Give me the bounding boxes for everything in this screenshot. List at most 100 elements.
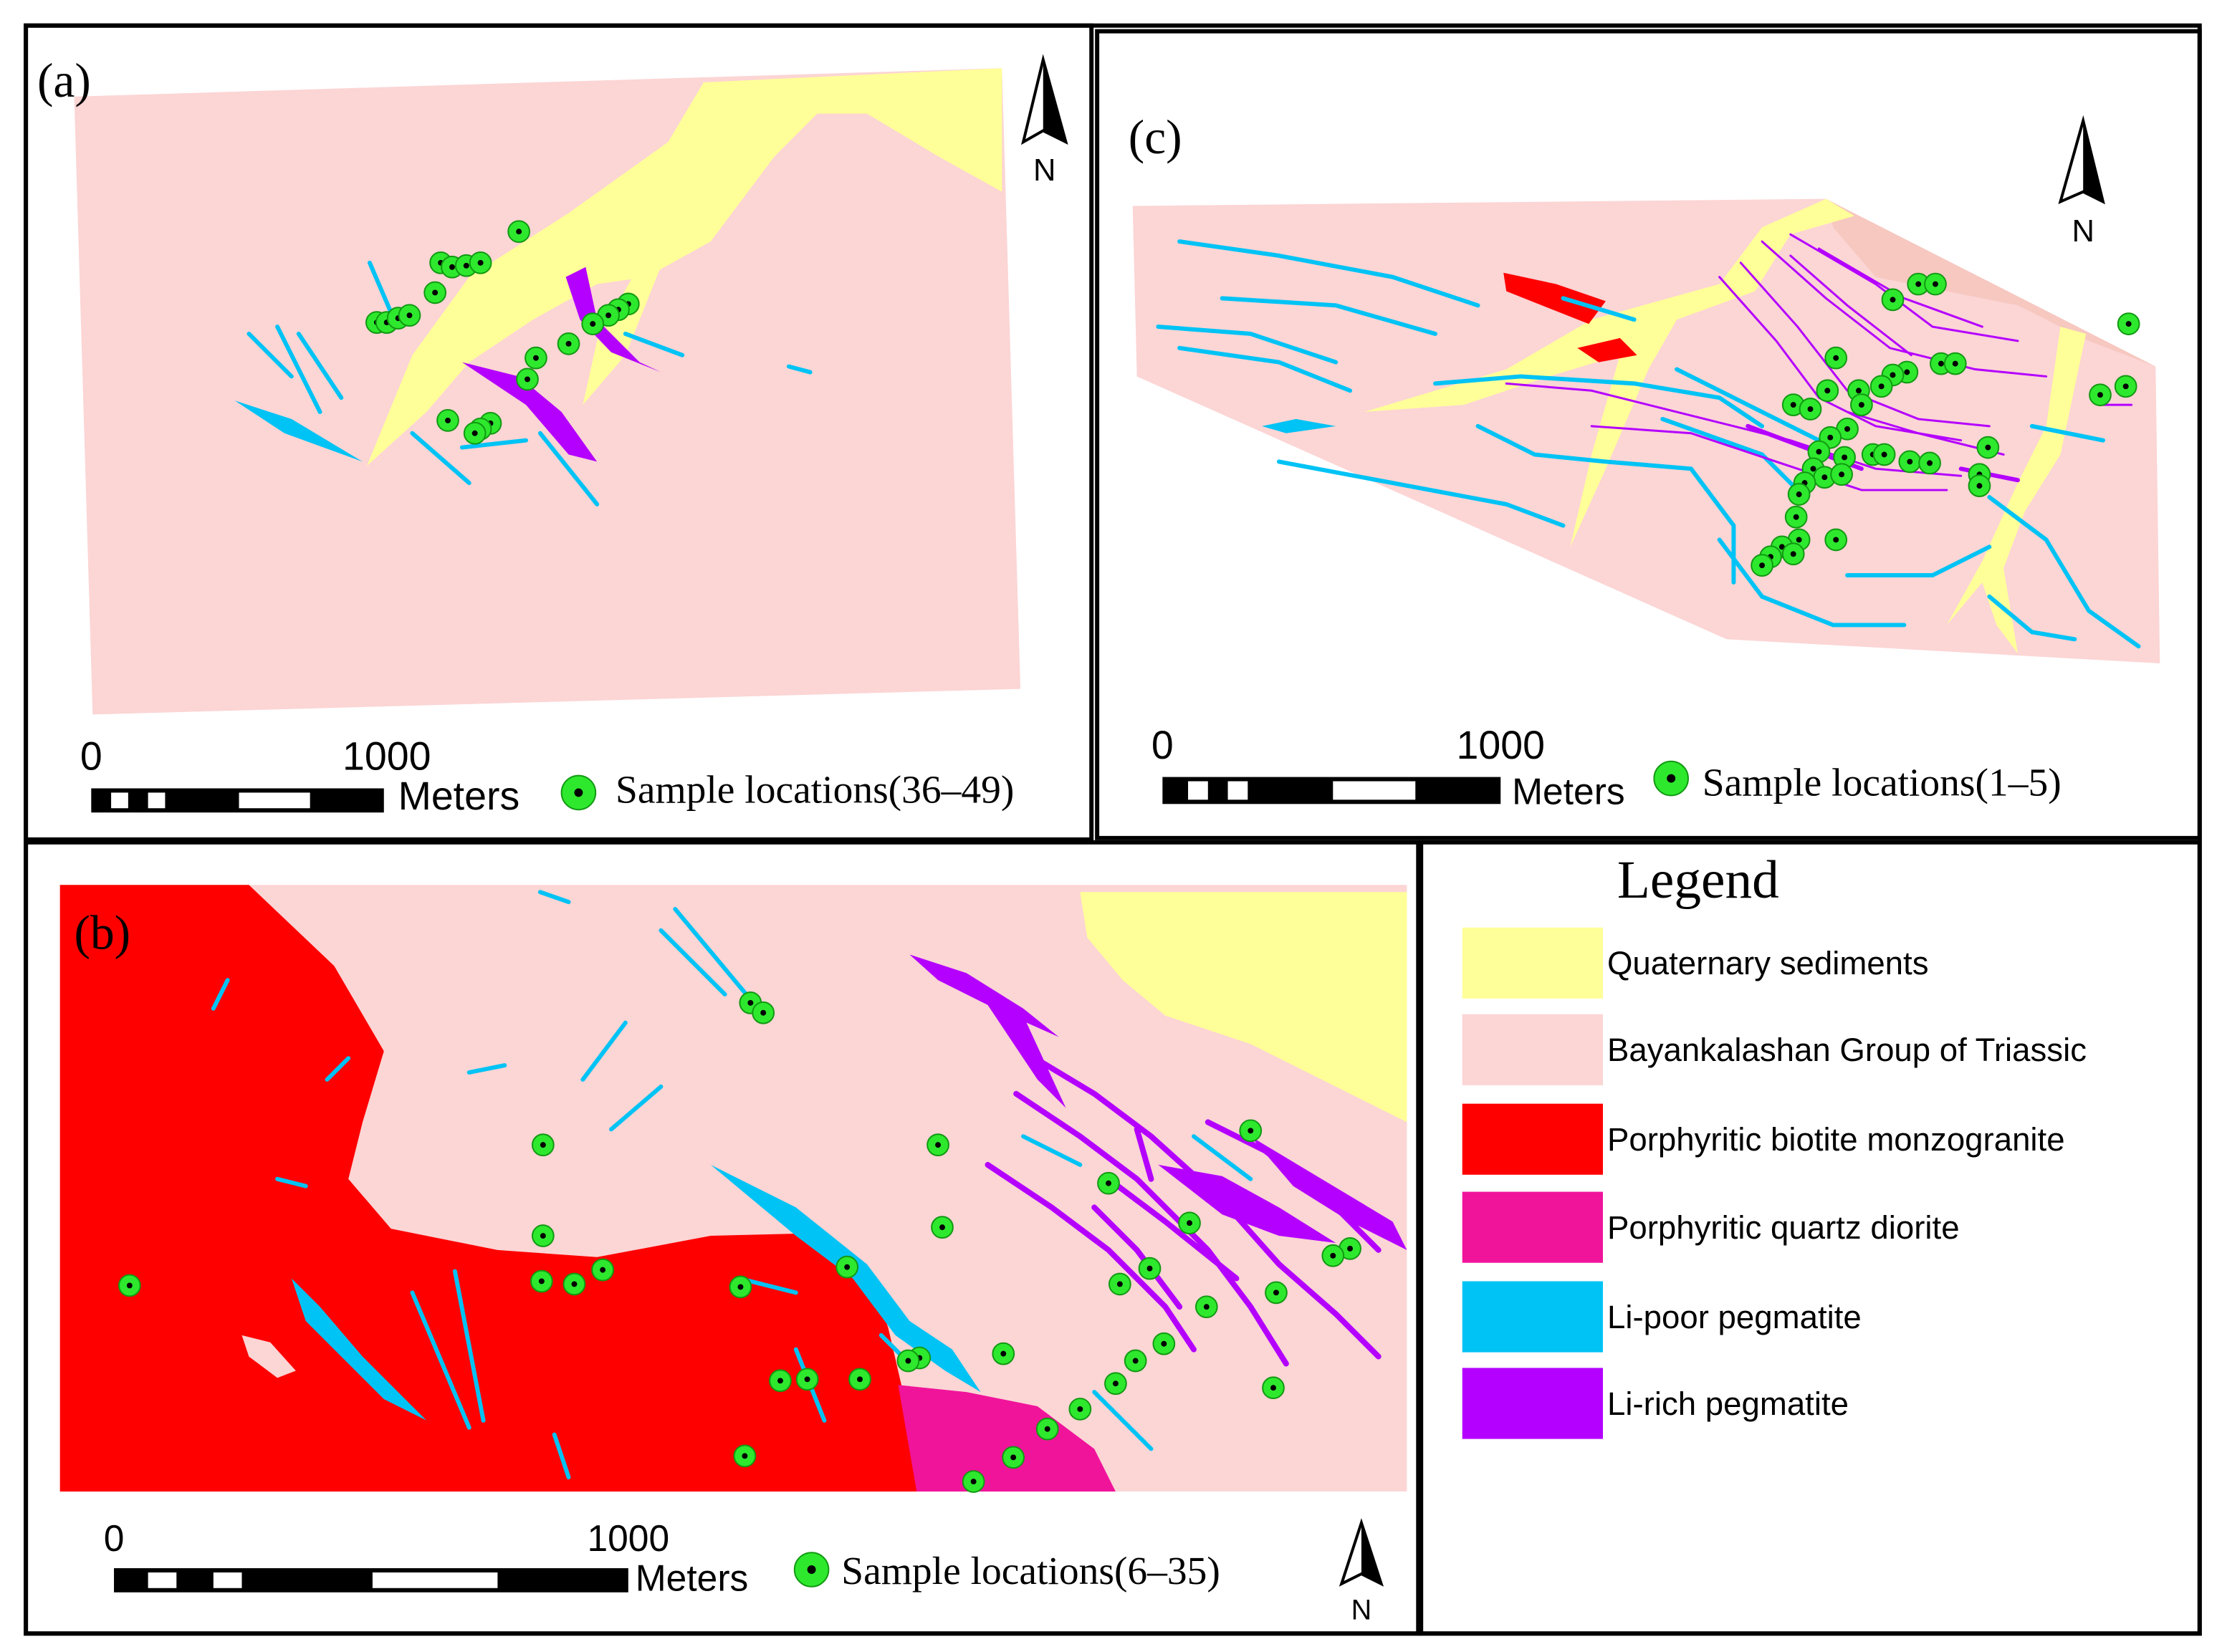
sample-point-dot [1915,281,1922,287]
sample-point-dot [1187,1220,1192,1226]
legend-frame [1419,840,2202,1636]
scale-bar-a [91,788,384,813]
sample-point-dot [1203,1304,1210,1310]
sample-point-dot [1273,1290,1279,1296]
sample-legend: Sample locations(36–49) [616,768,1014,812]
sample-point-dot [463,262,469,269]
scale-tick: 0 [1151,723,1174,767]
sample-point-dot [857,1376,863,1383]
legend-swatch [1462,1368,1604,1439]
sample-point-dot [1952,360,1958,367]
sample-symbol-dot [1667,774,1676,783]
panel-a-map [74,68,1021,715]
sample-symbol-dot [807,1565,816,1574]
sample-point-dot [1890,297,1896,303]
sample-point-dot [939,1224,945,1231]
legend-label: Bayankalashan Group of Triassic [1607,1032,2087,1068]
sample-point-dot [540,1142,546,1148]
sample-point-dot [1858,402,1864,408]
sample-point-dot [1907,458,1913,465]
scale-bar-c [1162,777,1501,805]
sample-point-dot [477,259,484,266]
scale-tick: 1000 [343,734,431,779]
panel-c-frame [1095,29,2202,840]
sample-point-dot [540,1233,546,1239]
sample-point-dot [1890,372,1896,378]
sample-point-dot [1116,1281,1123,1287]
sample-point-dot [1132,1358,1139,1364]
north-label: N [2072,214,2094,249]
sample-point-dot [1827,434,1834,441]
scale-unit: Meters [398,774,520,818]
panel-b-frame [24,840,1421,1636]
sample-point-dot [538,1278,545,1284]
north-arrow-b-fill [1361,1522,1382,1584]
sample-point-dot [516,229,522,235]
legend-items: Quaternary sediments Bayankalashan Group … [1462,927,2087,1439]
sample-point-dot [449,264,455,270]
north-arrow-a-fill [1043,59,1066,143]
sample-point-dot [600,1267,606,1273]
sample-legend: Sample locations(6–35) [841,1550,1220,1593]
sample-point-dot [1938,360,1944,367]
sample-point-dot [777,1378,783,1384]
panel-label: (b) [75,906,131,960]
scale-tick: 0 [80,734,102,779]
sample-point-dot [1855,388,1862,394]
sample-point-dot [605,312,612,319]
sample-point-dot [1796,491,1802,497]
sample-point-dot [471,430,478,436]
sample-point-dot [1793,514,1799,520]
sample-point-dot [1347,1245,1354,1252]
sample-point-dot [1821,474,1828,481]
sample-point-dot [742,1453,748,1459]
legend-label: Porphyritic biotite monzogranite [1607,1121,2065,1158]
panel-label: (a) [37,54,91,107]
sample-point-dot [1881,451,1887,458]
legend-swatch [1462,1191,1604,1263]
sample-point-dot [1927,460,1933,466]
sample-point-dot [2122,383,2129,390]
sample-point-dot [1976,483,1983,489]
sample-point-dot [1161,1340,1167,1347]
panel-a-frame [24,23,1094,842]
panel-c-map [1132,198,2160,663]
sample-point-dot [1790,402,1796,408]
sample-point-dot [1790,551,1796,557]
sample-point-dot [1839,471,1845,478]
sample-point-dot [1248,1128,1254,1134]
sample-point-dot [432,289,439,296]
sample-point-dot [970,1479,977,1485]
north-label: N [1033,153,1056,188]
legend-swatch [1462,1014,1604,1085]
sample-point-dot [1077,1406,1083,1412]
sample-point-dot [1810,466,1816,472]
scale-unit: Meters [636,1557,749,1599]
legend-swatch [1462,927,1604,999]
sample-points [118,220,2140,1588]
sample-point-dot [1330,1252,1336,1259]
sample-point-dot [1778,544,1785,550]
sample-point-dot [1044,1426,1050,1432]
sample-legend: Sample locations(1–5) [1703,761,2062,805]
sample-point-dot [1270,1385,1276,1391]
legend-swatch [1462,1281,1604,1353]
sample-point-dot [1759,562,1766,569]
scale-unit: Meters [1512,770,1625,812]
sample-point-dot [1878,383,1885,390]
scale-tick: 1000 [587,1517,669,1559]
panel-label: (c) [1129,110,1182,164]
scale-tick: 1000 [1457,723,1545,767]
sample-point-dot [935,1142,942,1148]
sample-point-dot [571,1281,578,1287]
legend-label: Li-rich pegmatite [1607,1386,1849,1422]
sample-point-dot [2097,392,2103,398]
legend-swatch [1462,1103,1604,1175]
sample-point-dot [1824,388,1831,394]
sample-point-dot [1146,1265,1153,1272]
sample-point-dot [406,312,413,319]
legend-title: Legend [1617,850,1779,910]
sample-point-dot [1904,369,1910,375]
